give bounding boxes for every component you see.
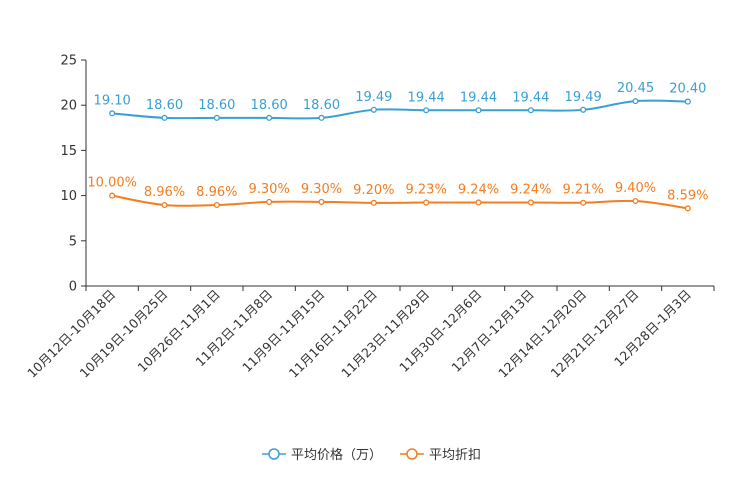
data-label: 10.00%	[87, 176, 137, 191]
data-label: 9.21%	[563, 183, 604, 198]
data-point[interactable]	[266, 114, 273, 121]
y-tick-label: 0	[69, 280, 77, 295]
data-label: 9.20%	[353, 183, 394, 198]
data-point[interactable]	[318, 114, 325, 121]
data-point[interactable]	[109, 110, 116, 117]
data-label: 9.40%	[615, 181, 656, 196]
data-point[interactable]	[318, 198, 325, 205]
data-label: 9.23%	[406, 183, 447, 198]
x-tick-label: 11月23日-11月29日	[338, 287, 432, 381]
data-label: 19.49	[355, 90, 392, 105]
legend-marker-icon	[406, 448, 418, 460]
data-point[interactable]	[266, 198, 273, 205]
data-point[interactable]	[423, 199, 430, 206]
series-line	[112, 99, 688, 120]
data-label: 19.44	[460, 90, 497, 105]
data-label: 19.44	[512, 90, 549, 105]
data-point[interactable]	[161, 201, 168, 209]
data-point[interactable]	[475, 107, 482, 114]
x-tick-label: 10月12日-10月18日	[24, 287, 118, 381]
series-line	[111, 194, 688, 210]
y-tick-label: 20	[60, 99, 77, 114]
data-point[interactable]	[684, 98, 691, 105]
data-point[interactable]	[161, 114, 168, 121]
x-tick-label: 12月14日-12月20日	[495, 287, 589, 381]
data-point[interactable]	[109, 192, 116, 199]
data-point[interactable]	[527, 107, 534, 114]
legend[interactable]: 平均价格（万） 平均折扣	[262, 447, 481, 463]
data-label: 19.49	[565, 90, 602, 105]
series-1: 10.00% 8.96% 8.96% 9.30% 9.30% 9.20% 9.23% 9.24…	[87, 176, 708, 212]
legend-item-1[interactable]: 平均折扣	[400, 448, 481, 463]
data-point[interactable]	[580, 199, 587, 206]
data-label: 8.96%	[144, 185, 185, 200]
data-point[interactable]	[580, 106, 587, 113]
y-tick-label: 25	[60, 54, 77, 69]
data-label: 20.45	[617, 81, 654, 96]
data-point[interactable]	[370, 106, 377, 113]
data-point[interactable]	[632, 197, 639, 205]
data-point[interactable]	[213, 114, 220, 121]
data-label: 18.60	[303, 98, 340, 113]
data-point[interactable]	[527, 199, 534, 206]
y-tick-label: 10	[60, 189, 77, 204]
legend-item-0[interactable]: 平均价格（万）	[262, 447, 382, 463]
data-label: 9.24%	[510, 182, 551, 197]
y-tick-label: 15	[60, 144, 77, 159]
data-point[interactable]	[423, 107, 430, 114]
data-label: 18.60	[251, 98, 288, 113]
data-label: 18.60	[198, 98, 235, 113]
y-tick-label: 5	[69, 234, 77, 249]
data-point[interactable]	[632, 98, 639, 105]
x-tick-label: 12月21日-12月27日	[547, 287, 641, 381]
data-point[interactable]	[213, 201, 220, 209]
data-point[interactable]	[684, 205, 691, 212]
data-label: 8.96%	[196, 185, 237, 200]
legend-marker-icon	[268, 448, 280, 460]
data-label: 19.44	[408, 90, 445, 105]
data-label: 20.40	[669, 82, 706, 97]
data-point[interactable]	[475, 199, 482, 206]
data-point[interactable]	[370, 199, 377, 206]
legend-label: 平均价格（万）	[291, 447, 382, 463]
data-label: 19.10	[94, 93, 131, 108]
data-label: 9.24%	[458, 182, 499, 197]
series-group: 19.10 18.60 18.60 18.60 18.60 19.49 19.44 19.44…	[87, 81, 708, 212]
legend-label: 平均折扣	[429, 448, 481, 463]
data-label: 9.30%	[249, 182, 290, 197]
data-label: 8.59%	[667, 188, 708, 203]
data-label: 18.60	[146, 98, 183, 113]
data-label: 9.30%	[301, 182, 342, 197]
series-0: 19.10 18.60 18.60 18.60 18.60 19.49 19.44 19.44…	[94, 81, 706, 121]
x-tick-label: 10月19日-10月25日	[76, 287, 170, 381]
x-tick-label: 11月16日-11月22日	[286, 287, 380, 381]
